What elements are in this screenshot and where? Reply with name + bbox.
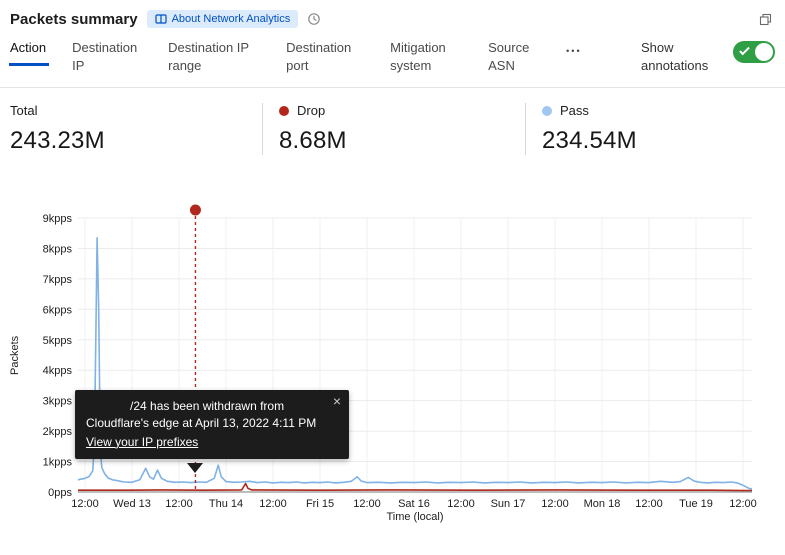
svg-text:6kpps: 6kpps [43,304,73,316]
tab-destination-ip-range[interactable]: Destination IP range [168,39,260,74]
series-lines [77,237,753,492]
stat-drop-label: Drop [297,103,326,119]
packets-chart: 0pps 1kpps 2kpps 3kpps 4kpps 5kpps 6kpps 7kpps 8… [0,189,785,541]
show-annotations-group: Show annotations [641,39,775,74]
svg-text:Wed 13: Wed 13 [113,498,151,510]
stat-total-label: Total [10,103,38,119]
stat-total-value: 243.23M [10,127,105,155]
stat-total: Total 243.23M [0,103,262,155]
stat-pass-value: 234.54M [542,127,637,155]
annotation-tooltip-caret [187,463,203,474]
svg-text:Mon 18: Mon 18 [584,498,621,510]
history-clock-button[interactable] [307,12,321,26]
svg-text:12:00: 12:00 [541,498,569,510]
x-tick-labels: 12:00 Wed 13 12:00 Thu 14 12:00 Fri 15 12:00 Sa… [71,498,757,510]
x-axis-label: Time (local) [386,511,444,524]
svg-text:1kpps: 1kpps [43,457,73,469]
annotation-message: /24 has been withdrawn from Cloudflare's… [86,399,317,431]
restore-window-icon [759,13,772,25]
tab-mitigation-system[interactable]: Mitigation system [390,39,462,74]
svg-text:3kpps: 3kpps [43,396,73,408]
svg-text:2kpps: 2kpps [43,426,73,438]
svg-text:12:00: 12:00 [635,498,663,510]
header: Packets summary About Network Analytics [0,0,785,28]
annotation-tooltip: × /24 has been withdrawn from Cloudflare… [75,390,349,460]
svg-text:8kpps: 8kpps [43,244,73,256]
svg-text:12:00: 12:00 [165,498,193,510]
more-tabs-button[interactable]: ••• [566,46,582,56]
svg-text:12:00: 12:00 [729,498,757,510]
svg-text:9kpps: 9kpps [43,213,73,225]
horizontal-gridlines [78,217,752,493]
y-axis-label: Packets [9,335,21,376]
annotation-dot[interactable] [189,204,201,216]
stat-drop: Drop 8.68M [262,103,525,156]
check-icon [739,44,750,56]
svg-text:12:00: 12:00 [259,498,287,510]
tab-source-asn[interactable]: Source ASN [488,39,540,74]
tab-destination-port[interactable]: Destination port [286,39,364,74]
toggle-knob [755,43,773,61]
pass-legend-dot [542,105,552,116]
svg-text:Thu 14: Thu 14 [209,498,243,510]
tab-action[interactable]: Action [8,40,50,65]
close-icon[interactable]: × [332,393,341,410]
about-network-analytics-badge[interactable]: About Network Analytics [146,10,299,28]
stat-drop-value: 8.68M [279,127,347,155]
svg-text:Tue 19: Tue 19 [679,498,713,510]
stat-pass-label: Pass [560,103,589,119]
chart-canvas: 0pps 1kpps 2kpps 3kpps 4kpps 5kpps 6kpps 7kpps 8… [43,204,757,510]
y-tick-labels: 0pps 1kpps 2kpps 3kpps 4kpps 5kpps 6kpps 7kpps 8… [43,213,73,499]
page-title: Packets summary [10,10,138,28]
about-badge-label: About Network Analytics [171,13,291,25]
svg-text:4kpps: 4kpps [43,365,73,377]
drop-legend-dot [279,105,289,116]
svg-text:12:00: 12:00 [353,498,381,510]
series-line-drop [78,482,752,492]
packets-summary-panel: Packets summary About Network Analytics … [0,0,785,541]
svg-text:5kpps: 5kpps [43,335,73,347]
book-icon [154,14,167,24]
clock-icon [308,13,321,25]
svg-text:Sun 17: Sun 17 [491,498,526,510]
view-ip-prefixes-link[interactable]: View your IP prefixes [86,434,199,449]
svg-text:7kpps: 7kpps [43,274,73,286]
svg-text:12:00: 12:00 [447,498,475,510]
svg-text:12:00: 12:00 [71,498,99,510]
series-line-pass [77,237,753,490]
dimension-tabs: Action Destination IP Destination IP ran… [0,39,785,89]
tab-destination-ip[interactable]: Destination IP [72,39,142,74]
show-annotations-label: Show annotations [641,40,709,73]
expand-window-button[interactable] [758,12,773,27]
svg-text:0pps: 0pps [48,487,72,499]
stats-row: Total 243.23M Drop 8.68M Pass 234.54M [0,88,785,173]
svg-text:Fri 15: Fri 15 [306,498,334,510]
stat-pass: Pass 234.54M [525,103,653,156]
svg-text:Sat 16: Sat 16 [398,498,430,510]
show-annotations-toggle[interactable] [733,41,775,63]
